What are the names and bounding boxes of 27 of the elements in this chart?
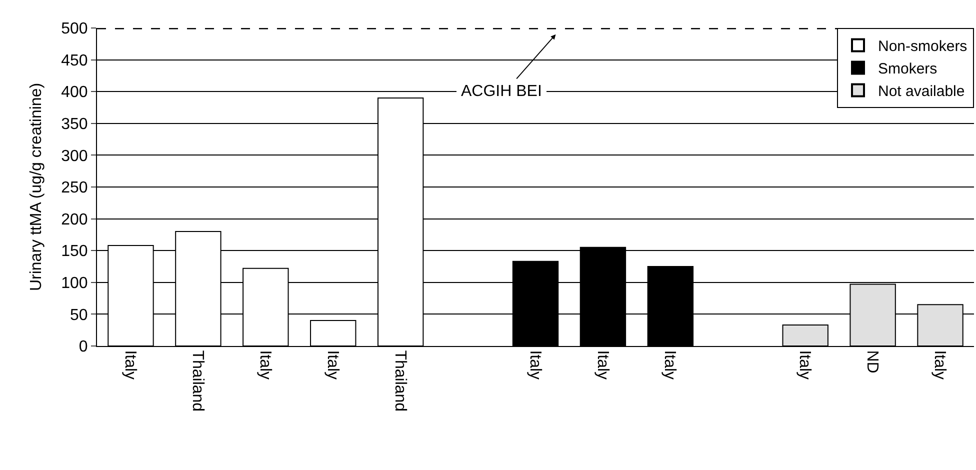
x-tick-label: Thailand xyxy=(188,350,206,412)
x-tick-label: Italy xyxy=(526,350,544,380)
x-tick-label: Italy xyxy=(796,350,814,380)
x-tick-label: Italy xyxy=(324,350,341,380)
x-tick-label: Italy xyxy=(661,350,678,380)
x-tick-label: ND xyxy=(864,350,881,374)
ref-line-label: ACGIH BEI xyxy=(461,83,542,100)
x-tick-label: Italy xyxy=(256,350,274,380)
y-tick-label: 250 xyxy=(61,180,88,197)
y-tick-label: 450 xyxy=(61,52,88,70)
legend-label: Not available xyxy=(878,83,965,100)
y-tick-label: 0 xyxy=(78,338,88,356)
y-tick-label: 500 xyxy=(61,20,88,38)
y-tick-label: 300 xyxy=(61,148,88,165)
y-tick-label: 150 xyxy=(61,243,88,260)
legend-label: Non-smokers xyxy=(878,38,968,56)
y-tick-label: 200 xyxy=(61,211,88,228)
legend-label: Smokers xyxy=(878,60,938,78)
x-tick-label: Thailand xyxy=(391,350,408,412)
y-tick-label: 50 xyxy=(70,306,88,324)
x-tick-label: Italy xyxy=(594,350,611,380)
y-axis-title: Urinary ttMA (ug/g creatinine) xyxy=(28,82,45,292)
y-tick-label: 400 xyxy=(61,84,88,102)
y-tick-label: 350 xyxy=(61,116,88,133)
x-tick-label: Italy xyxy=(931,350,948,380)
y-tick-label: 100 xyxy=(61,275,88,292)
x-tick-label: Italy xyxy=(122,350,139,380)
